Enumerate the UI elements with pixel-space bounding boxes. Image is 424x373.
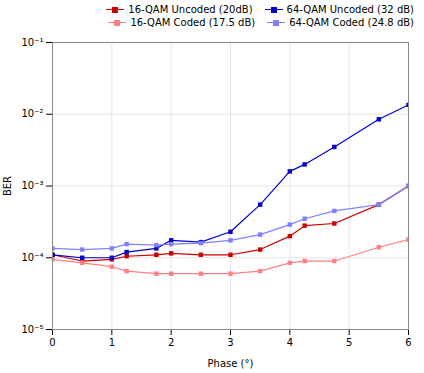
- svg-text:BER: BER: [2, 176, 13, 196]
- svg-text:1: 1: [109, 337, 115, 348]
- svg-text:5: 5: [346, 337, 352, 348]
- html-text:64-QAM Coded (24.8 dB): 64-QAM Coded (24.8 dB): [289, 17, 414, 28]
- svg-text:4: 4: [287, 337, 293, 348]
- svg-text:10⁻⁴: 10⁻⁴: [21, 252, 43, 263]
- html-text:16-QAM Uncoded (20dB): 16-QAM Uncoded (20dB): [128, 4, 253, 15]
- svg-text:10⁻³: 10⁻³: [21, 180, 43, 191]
- svg-text:6: 6: [405, 337, 411, 348]
- svg-text:10⁻⁵: 10⁻⁵: [21, 324, 43, 335]
- html-text:64-QAM Uncoded (32 dB): 64-QAM Uncoded (32 dB): [286, 4, 414, 15]
- html-text:16-QAM Coded (17.5 dB): 16-QAM Coded (17.5 dB): [130, 17, 256, 28]
- svg-text:Phase (°): Phase (°): [208, 358, 254, 369]
- svg-text:0: 0: [49, 337, 55, 348]
- svg-text:3: 3: [227, 337, 233, 348]
- svg-text:10⁻²: 10⁻²: [21, 108, 43, 119]
- svg-text:10⁻¹: 10⁻¹: [21, 37, 43, 48]
- svg-text:2: 2: [168, 337, 174, 348]
